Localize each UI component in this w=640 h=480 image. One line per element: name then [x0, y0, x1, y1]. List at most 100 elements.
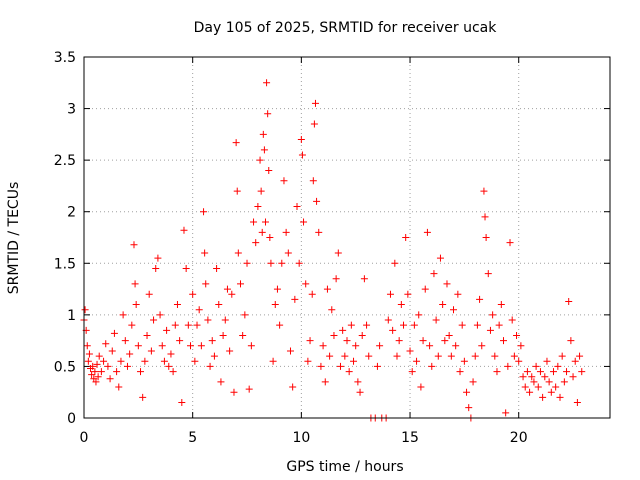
data-point [510, 352, 518, 360]
y-tick-label: 1.5 [54, 256, 76, 272]
data-point [187, 342, 195, 350]
data-point [373, 362, 381, 370]
data-point [309, 177, 317, 185]
data-point [402, 234, 410, 241]
plot-frame [83, 56, 611, 419]
data-point [134, 342, 142, 350]
data-point [430, 270, 438, 278]
data-point [167, 350, 175, 358]
data-point [276, 321, 284, 329]
data-point [273, 285, 281, 293]
data-point [284, 249, 292, 257]
data-point [163, 326, 171, 334]
data-point [84, 357, 92, 365]
data-point [206, 362, 214, 370]
data-point [341, 352, 349, 360]
data-point [428, 362, 436, 370]
data-point [176, 337, 184, 345]
data-point [85, 350, 93, 358]
y-tick-label: 0 [67, 411, 76, 427]
data-point [323, 285, 331, 293]
grid-lines [84, 57, 610, 418]
data-point [304, 357, 312, 365]
data-point [578, 368, 586, 376]
data-point [234, 249, 242, 257]
data-point [169, 368, 177, 376]
data-point [315, 228, 323, 236]
data-point [259, 130, 267, 138]
data-point [264, 110, 272, 118]
data-points [80, 79, 586, 422]
data-point [558, 352, 566, 360]
data-point [328, 306, 336, 314]
data-point [228, 290, 236, 298]
data-point [441, 337, 449, 345]
data-point [526, 388, 534, 396]
data-point [554, 362, 562, 370]
data-point [360, 275, 368, 283]
data-point [132, 301, 140, 309]
data-point [334, 249, 342, 257]
data-point [171, 321, 179, 329]
data-point [426, 342, 434, 350]
data-point [139, 393, 147, 401]
data-point [326, 352, 334, 360]
data-point [549, 368, 557, 376]
data-point [221, 316, 229, 324]
data-point [454, 290, 462, 298]
data-point [210, 352, 218, 360]
data-point [219, 331, 227, 339]
data-point [319, 342, 327, 350]
data-point [123, 362, 131, 370]
data-point [417, 383, 425, 391]
x-tick-label: 0 [80, 430, 89, 446]
data-point [286, 347, 294, 355]
data-point [419, 337, 427, 345]
data-point [310, 120, 318, 128]
data-point [191, 357, 199, 365]
data-point [189, 290, 197, 298]
data-point [460, 357, 468, 365]
data-point [413, 357, 421, 365]
data-point [406, 347, 414, 355]
data-point [278, 259, 286, 267]
data-point [471, 352, 479, 360]
data-point [295, 259, 303, 267]
data-point [195, 306, 203, 314]
data-point [391, 259, 399, 267]
data-point [502, 409, 510, 417]
data-point [97, 368, 105, 376]
data-point [393, 352, 401, 360]
data-point [545, 378, 553, 386]
data-point [508, 316, 516, 324]
data-point [145, 290, 153, 298]
data-point [150, 316, 158, 324]
data-point [452, 342, 460, 350]
data-point [81, 306, 89, 314]
data-point [478, 342, 486, 350]
data-point [569, 373, 577, 381]
data-point [336, 362, 344, 370]
data-point [165, 362, 173, 370]
data-point [339, 326, 347, 334]
data-point [197, 342, 205, 350]
data-point [173, 301, 181, 309]
x-tick-label: 10 [292, 430, 310, 446]
data-point [239, 331, 247, 339]
data-point [252, 239, 260, 247]
data-point [182, 264, 190, 272]
data-point [213, 264, 221, 272]
data-point [126, 350, 134, 358]
data-point [445, 331, 453, 339]
data-point [258, 228, 266, 236]
y-tick-label: 2 [67, 205, 76, 221]
y-tick-label: 2.5 [54, 153, 76, 169]
data-point [530, 378, 538, 386]
data-point [302, 280, 310, 288]
data-point [536, 368, 544, 376]
data-point [491, 352, 499, 360]
data-point [269, 357, 277, 365]
data-point [521, 383, 529, 391]
data-point [88, 371, 96, 379]
data-point [131, 280, 139, 288]
